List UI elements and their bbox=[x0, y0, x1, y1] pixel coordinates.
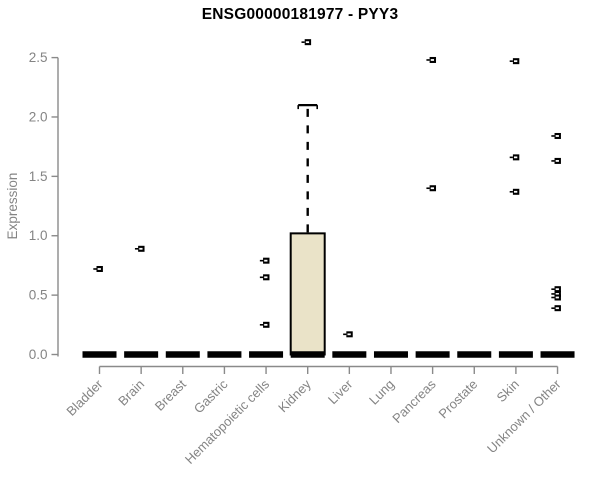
x-tick-label-breast: Breast bbox=[152, 376, 189, 413]
median-bar bbox=[124, 351, 159, 358]
boxplot-group-pancreas bbox=[415, 56, 450, 358]
outlier-marker bbox=[259, 274, 270, 281]
x-tick-label-kidney: Kidney bbox=[275, 376, 314, 415]
median-bar bbox=[290, 351, 325, 358]
outlier-marker bbox=[426, 56, 437, 63]
y-tick-label: 1.5 bbox=[29, 169, 48, 184]
outlier-marker bbox=[509, 188, 520, 195]
x-tick-label-gastric: Gastric bbox=[191, 376, 231, 416]
outlier-marker bbox=[551, 305, 561, 312]
outlier-marker bbox=[509, 58, 520, 65]
median-bar bbox=[207, 351, 242, 358]
boxplot-group-liver bbox=[332, 331, 367, 358]
y-tick-label: 0.5 bbox=[29, 288, 48, 303]
x-tick-label-skin: Skin bbox=[494, 377, 522, 405]
y-tick-label: 0.0 bbox=[29, 347, 48, 362]
outlier-marker bbox=[509, 154, 520, 161]
median-bar bbox=[82, 351, 117, 358]
boxplot-group-unknown-other bbox=[540, 132, 575, 358]
median-bar bbox=[165, 351, 200, 358]
x-tick-label-bladder: Bladder bbox=[63, 376, 106, 419]
chart-title: ENSG00000181977 - PYY3 bbox=[201, 6, 399, 23]
median-bar bbox=[415, 351, 450, 358]
y-axis-title: Expression bbox=[5, 173, 20, 240]
outlier-marker bbox=[259, 321, 270, 328]
x-tick-label-pancreas: Pancreas bbox=[389, 376, 439, 426]
outlier-marker bbox=[301, 39, 312, 46]
median-bar bbox=[249, 351, 284, 358]
y-axis: 0.0 0.5 1.0 1.5 2.0 2.5 Expression bbox=[5, 50, 59, 362]
y-tick-label: 2.0 bbox=[29, 109, 48, 124]
median-bar bbox=[498, 351, 533, 358]
boxplot-group-gastric bbox=[207, 351, 242, 358]
outlier-marker bbox=[551, 290, 561, 297]
outlier-marker bbox=[551, 294, 561, 301]
outlier-marker bbox=[343, 331, 353, 338]
outlier-marker bbox=[551, 286, 561, 293]
outlier-marker bbox=[426, 185, 437, 192]
boxplot-group-bladder bbox=[82, 265, 117, 358]
outlier-marker bbox=[93, 265, 103, 272]
outlier-marker bbox=[551, 157, 561, 164]
median-bar bbox=[457, 351, 492, 358]
y-tick-label: 1.0 bbox=[29, 228, 48, 243]
median-bar bbox=[540, 351, 575, 358]
boxplot-group-brain bbox=[124, 245, 159, 358]
boxplot-group-skin bbox=[498, 58, 533, 358]
x-tick-label-liver: Liver bbox=[325, 376, 356, 407]
median-bar bbox=[332, 351, 367, 358]
x-tick-label-prostate: Prostate bbox=[436, 377, 481, 422]
boxplot-group-hematopoietic-cells bbox=[249, 257, 284, 358]
boxplot-group-prostate bbox=[457, 351, 492, 358]
outlier-marker bbox=[551, 132, 561, 139]
boxplot-group-kidney bbox=[289, 39, 326, 358]
x-tick-label-unknown-other: Unknown / Other bbox=[484, 376, 564, 456]
boxplot-group-lung bbox=[373, 351, 408, 358]
x-tick-label-lung: Lung bbox=[366, 377, 397, 408]
median-bar bbox=[373, 351, 408, 358]
x-tick-label-brain: Brain bbox=[115, 377, 147, 409]
outlier-marker bbox=[134, 245, 145, 252]
outlier-marker bbox=[259, 257, 270, 264]
boxplot-group-breast bbox=[165, 351, 200, 358]
box-iqr bbox=[289, 232, 326, 356]
y-tick-label: 2.5 bbox=[29, 50, 48, 65]
